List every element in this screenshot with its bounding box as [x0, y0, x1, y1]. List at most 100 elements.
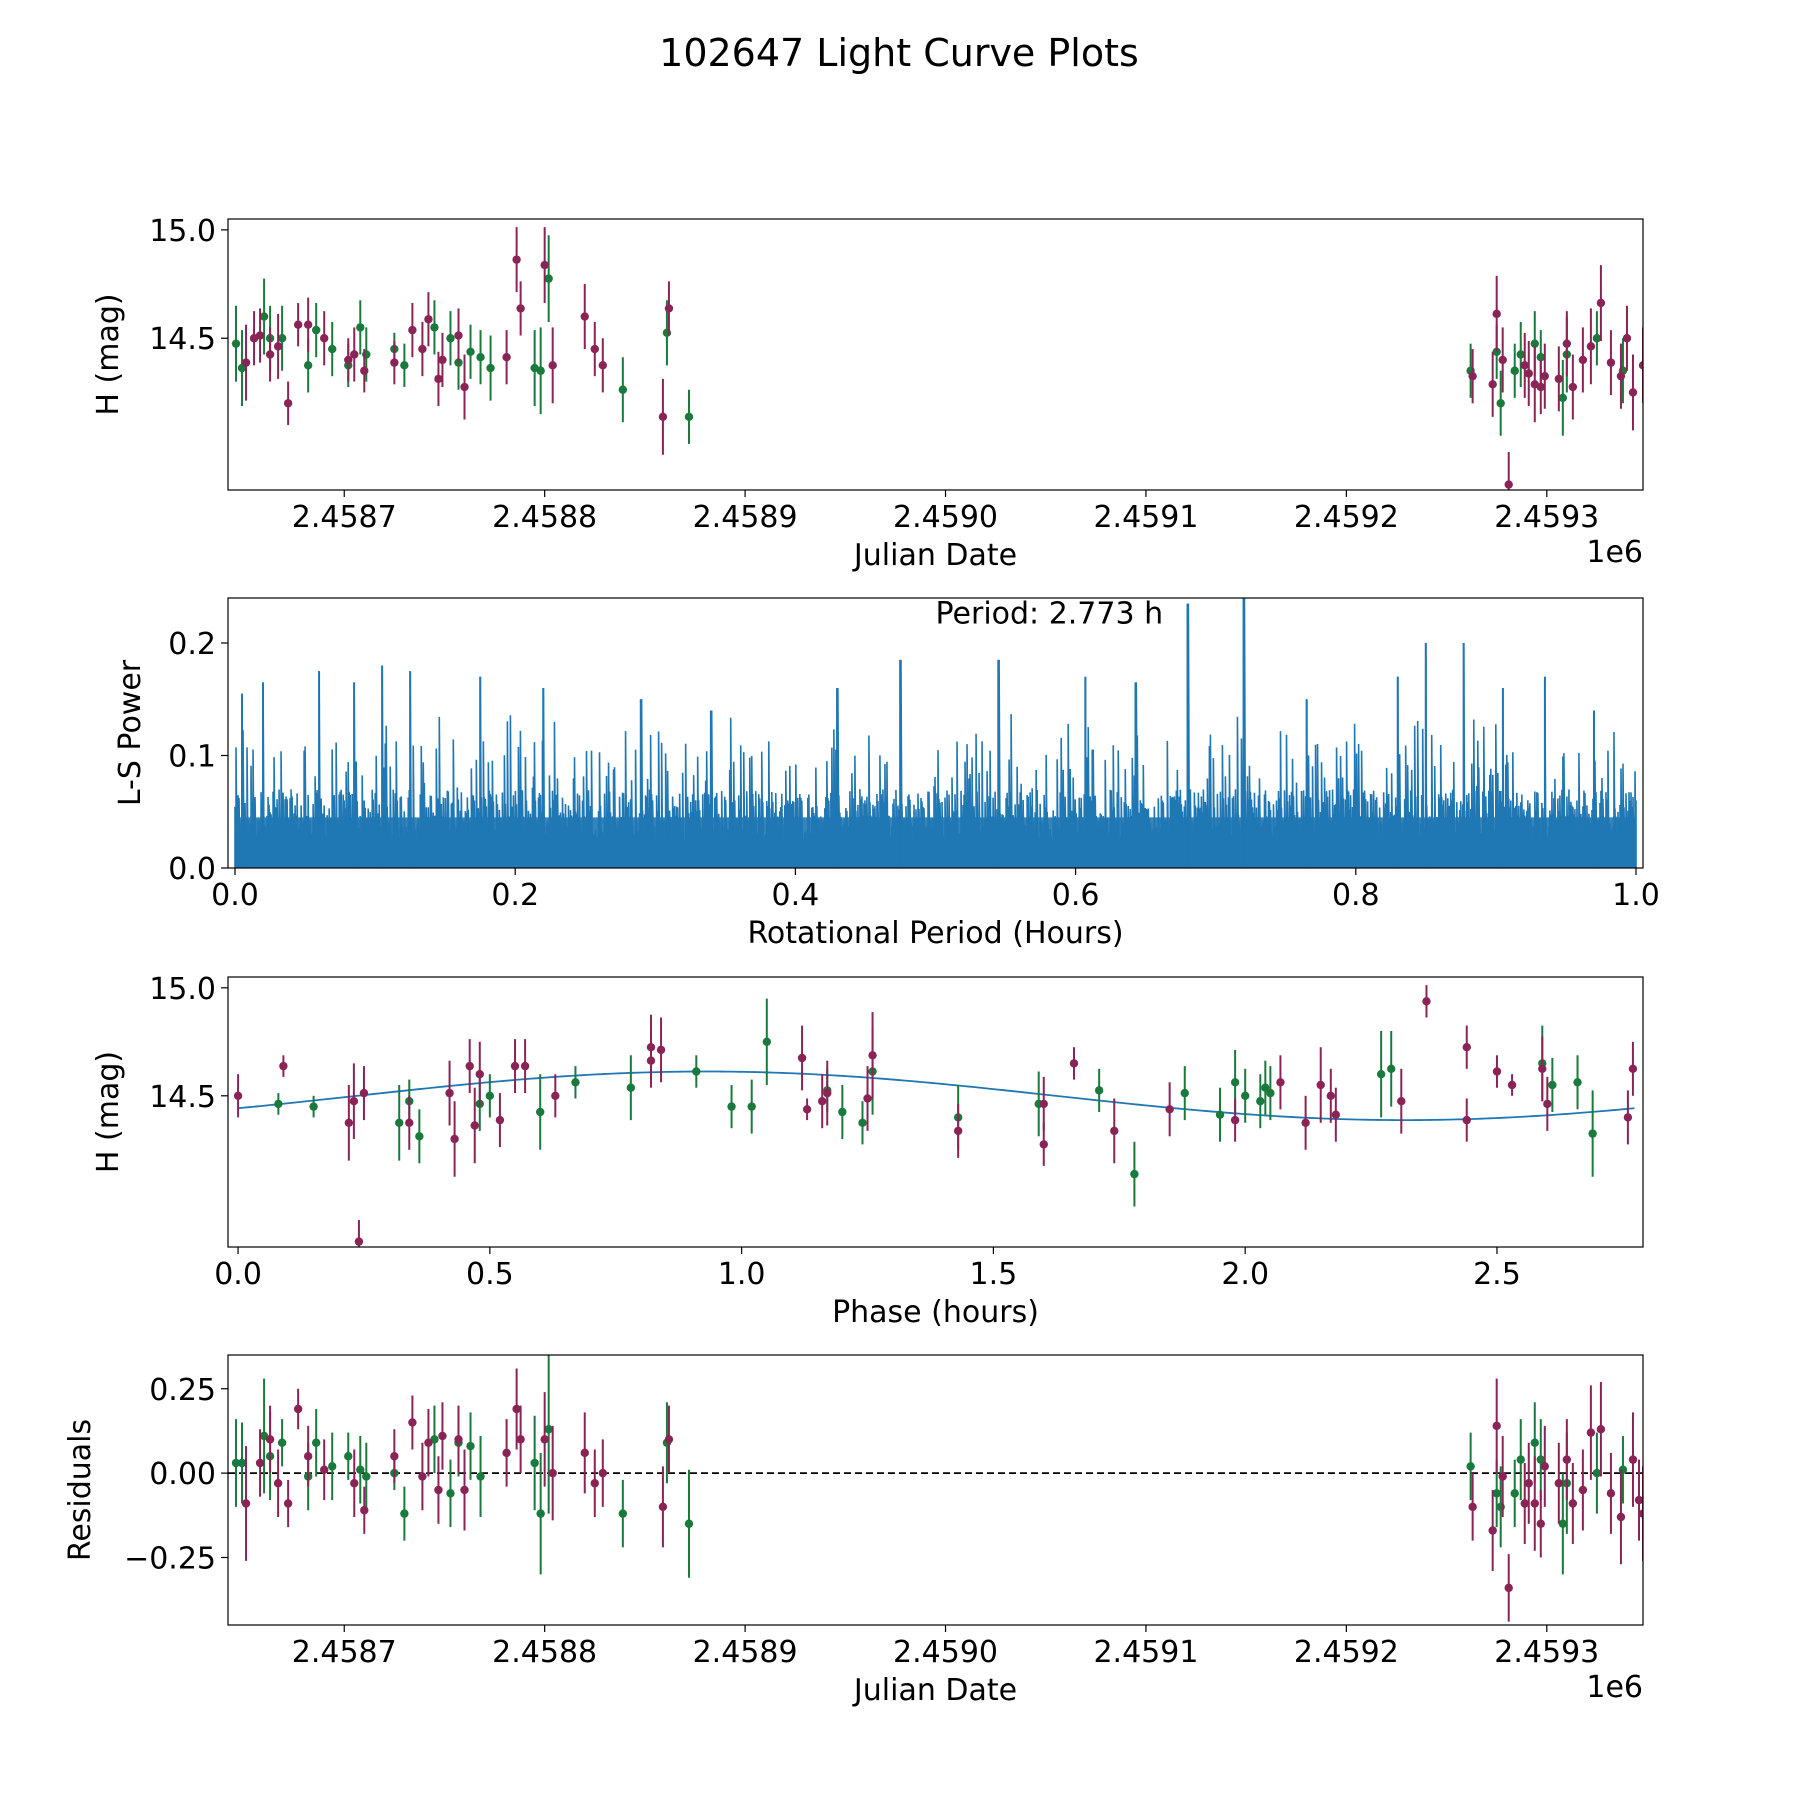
data-point-r	[658, 1502, 668, 1512]
data-point-r	[390, 1452, 399, 1461]
data-point-r	[1520, 1499, 1529, 1508]
data-point-g	[395, 1118, 404, 1128]
axes-frame	[227, 976, 1644, 1248]
data-point-g	[544, 1425, 553, 1434]
data-point-r	[817, 1097, 827, 1106]
data-point-g	[277, 334, 287, 343]
data-point-r	[1524, 1479, 1533, 1488]
data-point-r	[454, 331, 463, 340]
x-axis-label: Phase (hours)	[832, 1295, 1039, 1330]
data-point-g	[400, 1509, 409, 1518]
data-point-g	[571, 1078, 580, 1087]
data-point-r	[664, 1435, 674, 1444]
data-point-g	[356, 1465, 365, 1474]
x-tick-label: 0.8	[1332, 878, 1380, 913]
data-point-r	[823, 1088, 832, 1098]
x-axis-label: Julian Date	[852, 1673, 1017, 1708]
data-point-r	[390, 358, 399, 367]
data-point-g	[1516, 1455, 1525, 1464]
data-point-g	[259, 312, 269, 321]
data-point-r	[465, 1061, 474, 1071]
data-point-g	[1266, 1088, 1275, 1098]
data-point-g	[536, 366, 545, 375]
data-point-r	[502, 353, 511, 362]
data-point-g	[1240, 1091, 1250, 1101]
data-point-r	[1498, 1472, 1507, 1481]
data-point-g	[536, 1107, 545, 1117]
data-point-g	[1215, 1110, 1225, 1119]
data-point-r	[1616, 371, 1626, 381]
data-point-g	[476, 353, 485, 362]
data-point-r	[1616, 1512, 1626, 1522]
data-point-g	[1466, 1462, 1475, 1471]
data-point-r	[434, 374, 443, 384]
data-point-r	[664, 304, 674, 313]
data-point-r	[1628, 388, 1638, 397]
data-point-g	[1592, 1468, 1602, 1478]
data-point-g	[328, 344, 337, 354]
data-point-r	[580, 1448, 589, 1458]
data-point-r	[1492, 1067, 1502, 1076]
data-point-g	[838, 1107, 847, 1117]
data-point-r	[438, 355, 447, 365]
data-point-r	[1462, 1043, 1471, 1052]
data-point-g	[466, 1441, 475, 1451]
data-point-r	[1530, 1499, 1539, 1508]
data-point-r	[408, 325, 417, 335]
x-axis-label: Julian Date	[852, 538, 1017, 573]
data-point-r	[516, 304, 525, 313]
data-point-r	[540, 1435, 549, 1444]
data-point-r	[418, 1472, 427, 1481]
data-point-r	[1422, 997, 1431, 1006]
data-point-r	[360, 1506, 369, 1515]
data-point-g	[309, 1102, 318, 1111]
x-tick-label: 0.5	[466, 1257, 514, 1292]
data-point-r	[265, 1435, 275, 1444]
data-point-g	[274, 1099, 283, 1109]
data-point-r	[598, 1468, 607, 1478]
data-point-g	[1510, 1489, 1519, 1498]
data-point-r	[434, 1485, 443, 1495]
x-tick-label: 0.4	[772, 878, 820, 913]
data-point-g	[1548, 1080, 1557, 1090]
data-point-r	[360, 366, 369, 375]
data-point-r	[1504, 480, 1513, 489]
data-point-r	[408, 1418, 417, 1427]
data-point-g	[486, 363, 495, 373]
data-point-r	[802, 1105, 812, 1114]
x-tick-label: 2.4588	[492, 500, 597, 535]
data-point-r	[1520, 361, 1529, 370]
data-point-r	[580, 312, 589, 321]
data-point-g	[544, 274, 553, 283]
x-tick-label: 1.5	[970, 1257, 1018, 1292]
data-point-r	[1540, 371, 1549, 381]
data-point-r	[241, 358, 251, 367]
data-point-r	[797, 1053, 807, 1063]
data-point-g	[1536, 1455, 1545, 1464]
data-point-g	[237, 1458, 247, 1468]
data-point-r	[1578, 355, 1588, 365]
x-tick-label: 1.0	[718, 1257, 766, 1292]
data-point-r	[1538, 1064, 1547, 1074]
data-point-g	[762, 1037, 772, 1047]
data-point-r	[510, 1061, 520, 1071]
data-point-g	[1261, 1083, 1270, 1092]
x-tick-label: 2.4593	[1494, 500, 1599, 535]
x-tick-label: 0.0	[211, 878, 259, 913]
data-point-r	[598, 361, 607, 370]
x-tick-label: 1.0	[1612, 878, 1660, 913]
data-point-g	[684, 1519, 694, 1528]
data-point-r	[470, 1121, 479, 1130]
axes-frame	[227, 218, 1644, 491]
data-point-r	[349, 1097, 359, 1106]
data-point-r	[454, 1435, 463, 1444]
data-point-g	[303, 361, 313, 370]
light-curve-panel: 2.4587 2.4588 2.4589 2.4590 2.4591 2.4592 2.45…	[91, 214, 1644, 573]
y-axis-label: H (mag)	[91, 293, 126, 415]
y-tick-label: 0.00	[149, 1457, 216, 1492]
data-point-r	[241, 1499, 251, 1508]
data-point-g	[485, 1091, 495, 1101]
data-point-r	[1276, 1078, 1285, 1087]
data-point-g	[1510, 366, 1519, 375]
